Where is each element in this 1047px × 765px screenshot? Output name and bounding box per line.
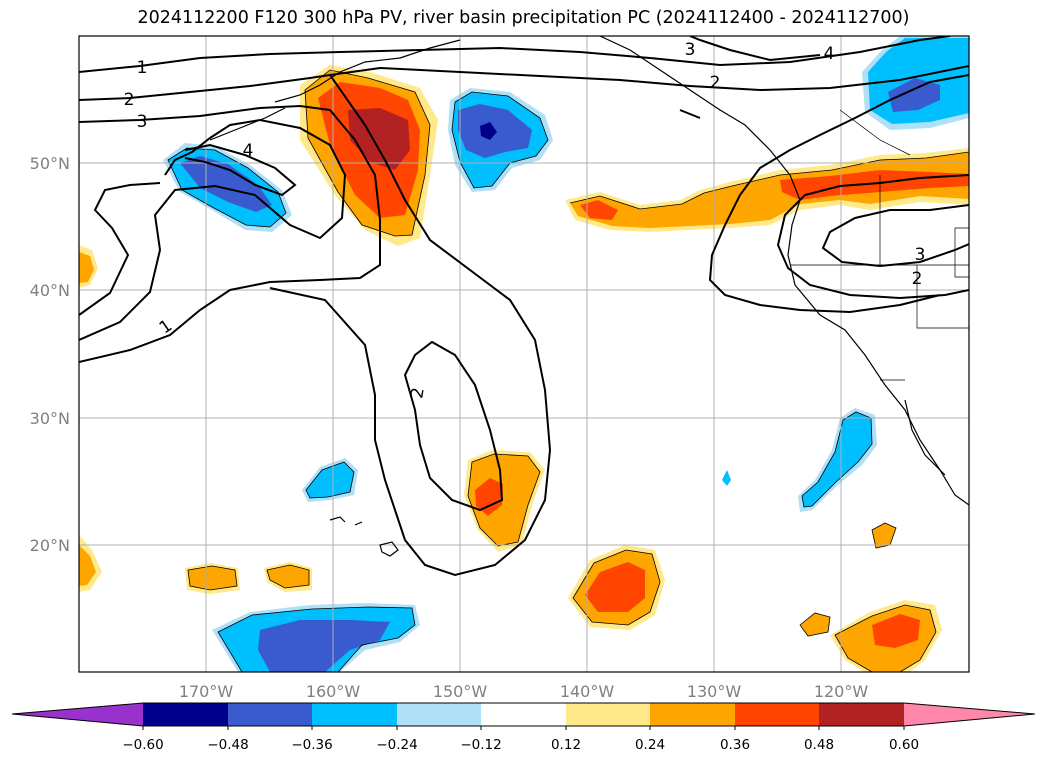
positive-anomaly-southeast (872, 523, 896, 548)
colorbar-bin (819, 703, 904, 726)
contour-labels: 1 2 3 4 1 2 2 3 4 3 2 (124, 40, 926, 400)
positive-anomaly-south-central (585, 562, 645, 612)
colorbar-tick-label: −0.36 (291, 737, 332, 753)
contour-label: 2 (710, 73, 721, 93)
positive-anomaly-west (188, 566, 237, 590)
colorbar-tick-label: 0.36 (720, 737, 750, 753)
positive-anomaly-west (267, 565, 309, 588)
negative-anomaly-gulf (480, 122, 497, 140)
colorbar-bin (650, 703, 735, 726)
lon-tick-label: 170°W (179, 682, 234, 701)
positive-anomaly-pacific-nw-band (580, 200, 618, 220)
negative-anomaly-hawaii-north (306, 462, 354, 498)
positive-anomaly-pacific-nw-band (570, 152, 969, 228)
colorbar-bin (312, 703, 397, 726)
lat-tick-labels: 50°N 40°N 30°N 20°N (30, 154, 70, 555)
colorbar-bin (397, 703, 481, 726)
colorbar-bin (228, 703, 312, 726)
colorbar-bin (481, 703, 566, 726)
lat-tick-label: 50°N (30, 154, 70, 173)
colorbar-tick-label: 0.12 (551, 737, 581, 753)
colorbar-ticks (142, 726, 905, 730)
positive-anomaly-central-pacific (468, 454, 540, 546)
colorbar-tick-label: 0.48 (804, 737, 834, 753)
positive-anomaly-west-edge (79, 252, 94, 283)
pv-contours (79, 36, 969, 577)
borders (790, 109, 969, 381)
colorbar: −0.60 −0.48 −0.36 −0.24 −0.12 0.12 0.24 … (11, 702, 1036, 753)
lon-tick-label: 140°W (560, 682, 615, 701)
lat-tick-label: 30°N (30, 409, 70, 428)
positive-anomaly-central-pacific (475, 478, 503, 516)
shading-layer (79, 36, 969, 672)
colorbar-bin (566, 703, 650, 726)
negative-anomaly-south (258, 620, 390, 672)
colorbar-tick-label: 0.24 (635, 737, 665, 753)
lat-tick-label: 40°N (30, 281, 70, 300)
contour-label: 3 (915, 245, 926, 265)
colorbar-extend-high (904, 703, 1035, 726)
lon-tick-label: 150°W (433, 682, 488, 701)
positive-anomaly-southeast (872, 614, 920, 648)
colorbar-tick-label: −0.60 (122, 737, 163, 753)
contour-label: 4 (243, 141, 254, 161)
contour-label: 3 (685, 40, 696, 60)
map-title: 2024112200 F120 300 hPa PV, river basin … (137, 8, 910, 28)
positive-anomaly-west-edge (79, 545, 96, 586)
lon-tick-label: 160°W (306, 682, 361, 701)
lon-tick-label: 120°W (814, 682, 869, 701)
map-plot-area: 1 2 3 4 1 2 2 3 4 3 2 (79, 36, 969, 672)
colorbar-bin (143, 703, 228, 726)
negative-anomaly-aleutians (180, 156, 272, 212)
colorbar-tick-label: −0.12 (460, 737, 501, 753)
colorbar-tick-label: −0.48 (207, 737, 248, 753)
contour-label: 2 (124, 90, 135, 110)
colorbar-tick-label: −0.24 (376, 737, 417, 753)
contour-label: 2 (912, 269, 923, 289)
contour-label: 4 (824, 44, 835, 64)
contour-label: 3 (137, 112, 148, 132)
negative-anomaly-baja (722, 470, 731, 486)
contour-label: 1 (137, 58, 148, 78)
negative-anomaly-baja (802, 412, 872, 507)
colorbar-extend-low (12, 703, 143, 726)
colorbar-tick-label: 0.60 (889, 737, 919, 753)
contour-label: 1 (156, 316, 176, 339)
colorbar-bin (735, 703, 819, 726)
contour-label: 2 (407, 386, 429, 400)
map-frame (78, 35, 970, 673)
lon-tick-label: 130°W (687, 682, 742, 701)
lon-tick-labels: 170°W 160°W 150°W 140°W 130°W 120°W (179, 682, 869, 701)
positive-anomaly-southeast (800, 613, 830, 636)
negative-anomaly-ne (888, 78, 940, 112)
lat-tick-label: 20°N (30, 536, 70, 555)
